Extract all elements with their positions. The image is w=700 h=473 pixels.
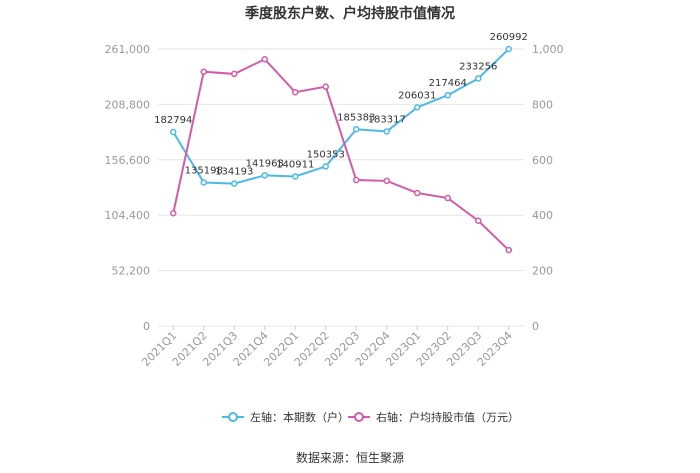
right-tick-label: 600	[532, 154, 553, 167]
left-tick-label: 52,200	[112, 265, 151, 278]
data-label: 141963	[246, 158, 284, 169]
chart-title: 季度股东户数、户均持股市值情况	[244, 5, 455, 22]
data-point	[505, 45, 512, 53]
legend-swatch-marker	[354, 412, 364, 422]
left-axis-ticks: 0 52,200 104,400 156,600 208,800 261,000	[105, 43, 151, 333]
right-tick-label: 1,000	[532, 43, 564, 56]
data-point	[475, 75, 482, 82]
data-label: 150353	[307, 149, 345, 160]
data-point	[444, 194, 451, 202]
data-point	[292, 88, 299, 96]
legend-label: 左轴：本期数（户）	[250, 410, 349, 424]
data-label: 140911	[276, 159, 314, 170]
data-point	[231, 70, 238, 78]
data-point	[444, 91, 451, 99]
grid	[158, 48, 524, 327]
data-point	[261, 55, 268, 63]
right-tick-label: 0	[532, 320, 539, 333]
data-point	[170, 210, 177, 217]
series-line	[172, 58, 510, 251]
data-point	[505, 246, 512, 254]
right-tick-label: 400	[532, 209, 553, 222]
legend-swatch-marker	[228, 412, 238, 422]
left-tick-label: 208,800	[105, 98, 151, 111]
data-point	[292, 173, 299, 180]
data-point	[353, 126, 360, 133]
data-label: 260992	[490, 32, 528, 43]
right-axis-ticks: 0 200 400 600 800 1,000	[532, 43, 564, 333]
data-point	[383, 177, 390, 185]
data-point	[200, 68, 207, 75]
data-label: 183317	[368, 114, 406, 125]
right-tick-label: 200	[532, 265, 553, 278]
legend: 左轴：本期数（户） 右轴：户均持股市值（万元）	[222, 410, 519, 424]
data-point	[414, 189, 421, 197]
data-point	[200, 179, 207, 186]
data-label: 182794	[154, 115, 192, 126]
data-point	[322, 163, 329, 170]
left-tick-label: 261,000	[105, 43, 151, 56]
data-point	[353, 176, 360, 184]
data-label: 233256	[459, 61, 497, 72]
left-tick-label: 104,400	[105, 209, 151, 222]
data-point	[231, 180, 238, 187]
data-point	[414, 104, 421, 111]
data-point	[322, 83, 329, 90]
data-point	[475, 217, 482, 224]
data-point	[170, 128, 177, 136]
x-axis-ticks: 2021Q12021Q22021Q32021Q42022Q12022Q22022…	[139, 326, 515, 369]
data-point	[261, 172, 268, 179]
source-text: 数据来源：恒生聚源	[296, 450, 404, 465]
left-tick-label: 0	[143, 320, 150, 333]
data-point	[383, 128, 390, 135]
legend-label: 右轴：户均持股市值（万元）	[376, 410, 519, 424]
data-label: 135198	[185, 166, 223, 177]
series-line	[172, 48, 510, 185]
left-tick-label: 156,600	[105, 154, 151, 167]
right-tick-label: 800	[532, 98, 553, 111]
data-label: 134193	[215, 167, 253, 178]
data-label: 217464	[429, 78, 467, 89]
data-label: 185383	[337, 112, 375, 123]
data-label: 206031	[398, 90, 436, 101]
